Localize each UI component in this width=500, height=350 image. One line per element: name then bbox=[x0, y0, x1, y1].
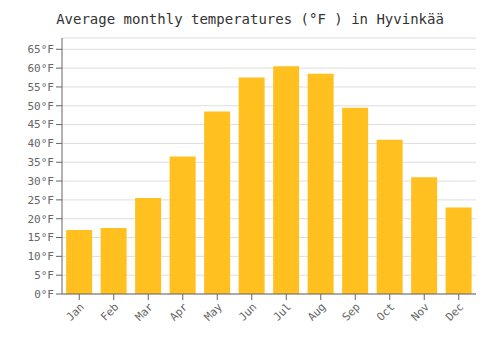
svg-text:45°F: 45°F bbox=[28, 118, 55, 131]
svg-text:35°F: 35°F bbox=[28, 156, 55, 169]
svg-text:Jun: Jun bbox=[236, 300, 259, 323]
svg-text:Mar: Mar bbox=[133, 300, 157, 324]
svg-text:Sep: Sep bbox=[340, 300, 363, 323]
svg-text:Oct: Oct bbox=[374, 300, 397, 323]
html-text:Average monthly temperatures (: Average monthly temperatures (°F ) in Hy… bbox=[56, 11, 444, 27]
svg-text:Jul: Jul bbox=[271, 300, 294, 323]
svg-text:50°F: 50°F bbox=[28, 100, 55, 113]
svg-text:Nov: Nov bbox=[409, 300, 433, 324]
svg-text:Feb: Feb bbox=[98, 300, 121, 323]
svg-text:May: May bbox=[202, 300, 226, 324]
svg-text:25°F: 25°F bbox=[28, 194, 55, 207]
svg-text:Dec: Dec bbox=[443, 300, 466, 323]
svg-text:40°F: 40°F bbox=[28, 137, 55, 150]
svg-text:Apr: Apr bbox=[167, 300, 191, 324]
svg-text:10°F: 10°F bbox=[28, 250, 55, 263]
svg-text:55°F: 55°F bbox=[28, 81, 55, 94]
svg-text:20°F: 20°F bbox=[28, 213, 55, 226]
svg-text:15°F: 15°F bbox=[28, 231, 55, 244]
svg-text:65°F: 65°F bbox=[28, 43, 55, 56]
svg-text:60°F: 60°F bbox=[28, 62, 55, 75]
svg-text:5°F: 5°F bbox=[34, 269, 54, 282]
svg-text:30°F: 30°F bbox=[28, 175, 55, 188]
svg-text:0°F: 0°F bbox=[34, 288, 54, 301]
svg-text:Jan: Jan bbox=[64, 300, 87, 323]
svg-text:Aug: Aug bbox=[305, 300, 328, 323]
